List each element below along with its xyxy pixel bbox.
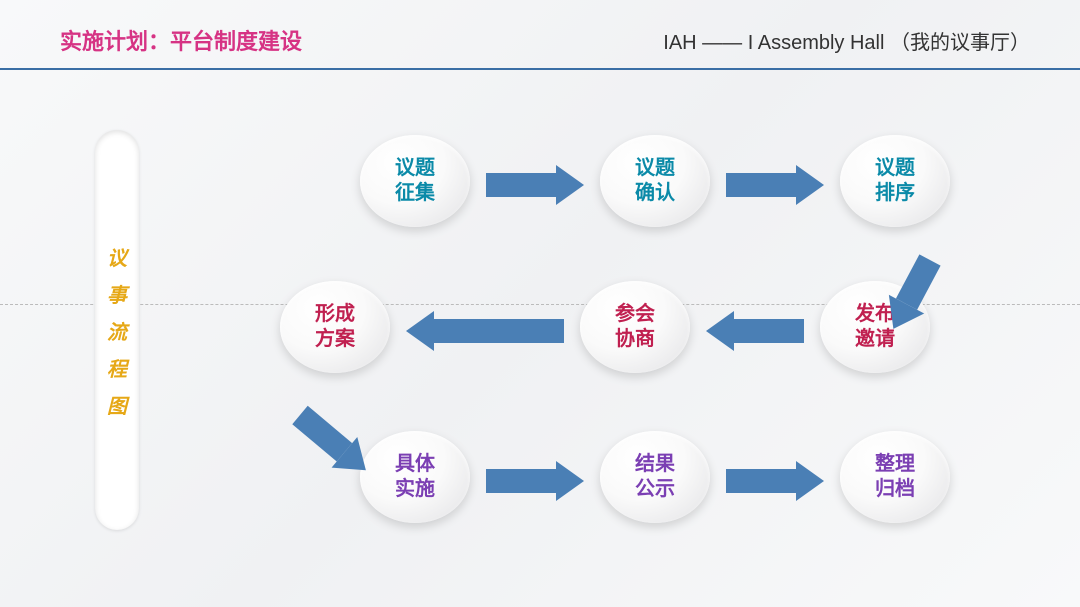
node-line2: 公示 [635, 477, 675, 502]
flow-arrow [406, 311, 564, 351]
node-line2: 协商 [615, 327, 655, 352]
flow-node-n6: 形成方案 [280, 281, 390, 373]
header: 实施计划：平台制度建设 IAH —— I Assembly Hall （我的议事… [0, 0, 1080, 68]
node-line1: 具体 [395, 452, 435, 477]
node-line2: 确认 [635, 181, 675, 206]
node-line1: 结果 [635, 452, 675, 477]
node-line1: 议题 [635, 156, 675, 181]
arrow-shaft [734, 319, 804, 343]
page-title-left: 实施计划：平台制度建设 [60, 24, 302, 56]
node-line1: 整理 [875, 452, 915, 477]
flow-node-n8: 结果公示 [600, 431, 710, 523]
page-title-right: IAH —— I Assembly Hall （我的议事厅） [663, 26, 1030, 55]
node-line2: 实施 [395, 477, 435, 502]
flow-node-n5: 参会协商 [580, 281, 690, 373]
sidebar-char: 程 [107, 353, 127, 382]
node-line1: 参会 [615, 302, 655, 327]
arrow-shaft [486, 469, 556, 493]
node-line1: 议题 [395, 156, 435, 181]
flow-node-n3: 议题排序 [840, 135, 950, 227]
arrow-head-icon [796, 461, 824, 501]
arrow-head-icon [796, 165, 824, 205]
node-line2: 归档 [875, 477, 915, 502]
flow-arrow [726, 165, 824, 205]
arrow-shaft [434, 319, 564, 343]
node-line2: 方案 [315, 327, 355, 352]
flow-arrow [486, 461, 584, 501]
node-line2: 邀请 [855, 327, 895, 352]
sidebar-char: 事 [107, 279, 127, 308]
arrow-shaft [486, 173, 556, 197]
flow-node-n9: 整理归档 [840, 431, 950, 523]
flow-node-n2: 议题确认 [600, 135, 710, 227]
header-divider [0, 68, 1080, 70]
arrow-head-icon [556, 461, 584, 501]
flow-diagram: 议题征集议题确认议题排序发布邀请参会协商形成方案具体实施结果公示整理归档 [180, 105, 1060, 585]
node-line2: 排序 [875, 181, 915, 206]
flow-arrow [726, 461, 824, 501]
node-line1: 形成 [315, 302, 355, 327]
sidebar-char: 议 [107, 242, 127, 271]
sidebar-char: 图 [107, 390, 127, 419]
arrow-head-icon [706, 311, 734, 351]
node-line2: 征集 [395, 181, 435, 206]
flow-node-n7: 具体实施 [360, 431, 470, 523]
sidebar-char: 流 [107, 316, 127, 345]
sidebar-vertical-label: 议 事 流 程 图 [95, 130, 139, 530]
arrow-head-icon [406, 311, 434, 351]
arrow-shaft [726, 469, 796, 493]
flow-arrow [486, 165, 584, 205]
arrow-head-icon [556, 165, 584, 205]
flow-node-n1: 议题征集 [360, 135, 470, 227]
arrow-shaft [726, 173, 796, 197]
node-line1: 议题 [875, 156, 915, 181]
flow-arrow [706, 311, 804, 351]
